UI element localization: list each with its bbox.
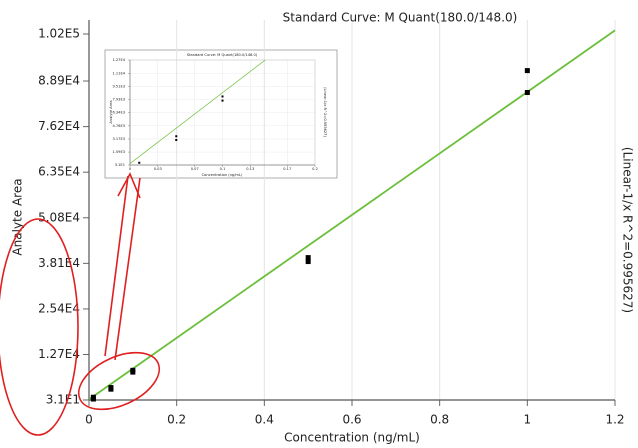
y-tick-label: 3.1E1 (46, 393, 80, 407)
data-point (221, 95, 224, 98)
x-tick-label: 0.4 (255, 413, 274, 427)
fit-label: (Linear-1/x R^2=0.995627) (323, 87, 327, 137)
chart-title: Standard Curve: M Quant(180.0/148.0) (283, 11, 518, 25)
annotation-arrow (104, 175, 129, 357)
data-point (90, 394, 96, 400)
y-tick-label: 7.93E3 (112, 98, 125, 102)
y-axis-label: Analyte Area (109, 100, 113, 123)
inset-frame (104, 49, 338, 179)
main-plot: 0 0.2 0.4 0.6 0.8 1 1.2 3.1E1 1.27E4 2.54E4 3.81E4… (11, 11, 635, 445)
y-tick-label: 5.08E4 (38, 210, 80, 224)
x-tick-label: 0.07 (191, 167, 199, 171)
annotations (0, 172, 161, 436)
y-tick-label: 1.27E4 (38, 347, 80, 361)
data-point (221, 99, 224, 102)
x-tick-label: 0.2 (167, 413, 186, 427)
x-tick-label: 0 (85, 413, 93, 427)
chart-title: Standard Curve: M Quant(180.0/148.0) (187, 53, 258, 57)
fit-label: (Linear-1/x R^2=0.995627) (621, 147, 635, 313)
y-tick-label: 4.76E3 (112, 124, 125, 128)
x-axis-label: Concentration (ng/mL) (202, 173, 243, 177)
y-tick-label: 3.1E1 (115, 163, 125, 167)
fit-line (130, 60, 266, 164)
annotation-ellipse (0, 218, 79, 436)
annotation-ellipse (77, 351, 161, 411)
data-point (108, 385, 114, 391)
y-axis-label: Analyte Area (11, 178, 25, 255)
x-tick-label: 0.2 (312, 167, 318, 171)
y-tick-label: 6.34E3 (112, 111, 125, 115)
x-tick-label: 1.2 (605, 413, 624, 427)
x-tick-label: 1 (524, 413, 532, 427)
x-tick-label: 0.13 (246, 167, 254, 171)
y-tick-label: 9.51E3 (112, 84, 125, 88)
annotation-arrow (114, 177, 141, 361)
data-point (305, 259, 311, 265)
x-tick-label: 0.8 (430, 413, 449, 427)
y-tick-label: 1.02E5 (38, 27, 80, 41)
y-tick-label: 1.11E4 (112, 71, 125, 75)
y-tick-label: 1.59E3 (112, 150, 125, 154)
inset-plot: 0 0.03 0.07 0.1 0.13 0.17 0.2 3.1E1 1.59E3 3.17E3… (109, 53, 327, 177)
data-point (138, 161, 141, 164)
x-tick-label: 0.17 (283, 167, 291, 171)
x-axis-label: Concentration (ng/mL) (284, 431, 420, 445)
y-tick-label: 8.89E4 (38, 74, 80, 88)
data-point (130, 367, 136, 373)
data-point (524, 90, 530, 96)
y-tick-label: 7.62E4 (38, 119, 80, 133)
y-tick-label: 2.54E4 (38, 301, 80, 315)
x-tick-label: 0.03 (154, 167, 162, 171)
data-point (305, 255, 311, 261)
x-tick-label: 0.6 (342, 413, 361, 427)
x-tick-label: 0 (129, 167, 132, 171)
data-point (175, 138, 178, 141)
data-point (524, 68, 530, 74)
y-tick-label: 3.81E4 (38, 256, 80, 270)
y-tick-label: 3.17E3 (112, 137, 125, 141)
annotation-arrowhead (117, 172, 141, 199)
y-tick-label: 6.35E4 (38, 165, 80, 179)
x-tick-label: 0.1 (220, 167, 226, 171)
y-tick-label: 1.27E4 (112, 58, 125, 62)
data-point (175, 135, 178, 138)
fit-layer (130, 60, 266, 164)
